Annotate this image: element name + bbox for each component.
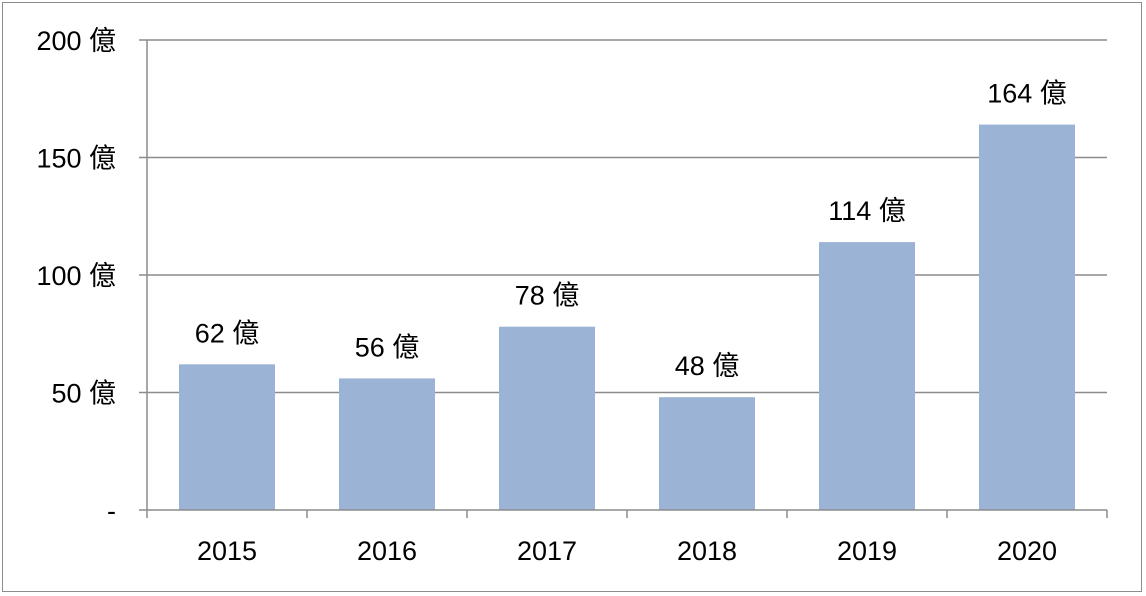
bar-2018 (659, 397, 755, 510)
y-tick-label: - (107, 496, 116, 526)
data-label: 62 億 (195, 318, 260, 348)
x-tick-labels: 2015 2016 2017 2018 2019 2020 (197, 536, 1057, 566)
x-tick-label: 2019 (837, 536, 897, 566)
x-tick-label: 2017 (517, 536, 577, 566)
x-tick-label: 2016 (357, 536, 417, 566)
x-tick-label: 2018 (677, 536, 737, 566)
y-tick-label: 200 億 (36, 26, 116, 56)
x-tick-label: 2015 (197, 536, 257, 566)
data-label: 78 億 (515, 281, 580, 311)
y-tick-labels: - 50 億 100 億 150 億 200 億 (36, 26, 116, 526)
axes (139, 39, 1108, 518)
data-label: 48 億 (675, 351, 740, 381)
data-labels: 62 億 56 億 78 億 48 億 114 億 164 億 (195, 79, 1067, 382)
data-label: 56 億 (355, 332, 420, 362)
y-tick-label: 150 億 (36, 144, 116, 174)
bar-2019 (819, 242, 915, 510)
x-tick-label: 2020 (997, 536, 1057, 566)
data-label: 114 億 (828, 196, 906, 226)
bar-2020 (979, 124, 1075, 510)
data-label: 164 億 (987, 79, 1067, 109)
gridlines (147, 39, 1107, 394)
y-tick-label: 50 億 (51, 379, 116, 409)
y-tick-label: 100 億 (36, 261, 116, 291)
bars (179, 124, 1075, 510)
bar-2015 (179, 364, 275, 510)
bar-2017 (499, 326, 595, 510)
bar-2016 (339, 378, 435, 510)
